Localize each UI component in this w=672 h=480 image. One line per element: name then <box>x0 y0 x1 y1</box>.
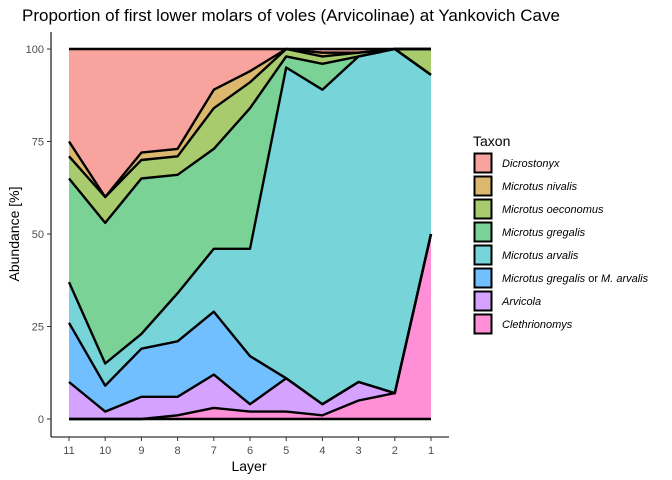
legend-item-microtus-gregalis: Microtus gregalis <box>473 221 586 243</box>
legend-swatch <box>473 221 493 243</box>
legend-item-dicrostonyx: Dicrostonyx <box>473 152 560 174</box>
y-tick-label: 100 <box>26 44 44 56</box>
legend-swatch <box>473 313 493 335</box>
y-tick-label: 25 <box>32 322 44 334</box>
legend-label: Microtus gregalis <box>502 227 586 239</box>
chart-title: Proportion of first lower molars of vole… <box>22 6 560 25</box>
legend-label: Microtus arvalis <box>502 250 579 262</box>
x-tick-label: 8 <box>175 445 181 457</box>
x-tick-label: 10 <box>99 445 111 457</box>
legend: Taxon Dicrostonyx Microtus nivalis Microtu… <box>473 133 649 335</box>
legend-swatch <box>473 198 493 220</box>
legend-swatch <box>473 267 493 289</box>
axes: 0 25 50 75 100 11 10 9 8 7 6 5 4 3 2 1 <box>26 32 449 457</box>
legend-item-clethrionomys: Clethrionomys <box>473 313 573 335</box>
legend-title: Taxon <box>473 133 510 149</box>
x-tick-label: 7 <box>211 445 217 457</box>
legend-label: Clethrionomys <box>502 319 573 331</box>
legend-swatch <box>473 175 493 197</box>
legend-swatch <box>473 290 493 312</box>
legend-item-microtus-nivalis: Microtus nivalis <box>473 175 578 197</box>
x-tick-label: 5 <box>283 445 289 457</box>
y-tick-label: 0 <box>38 414 44 426</box>
legend-label: Dicrostonyx <box>502 158 560 170</box>
plot-lines <box>67 47 433 421</box>
area-microtus-gregalis <box>69 49 431 364</box>
y-axis-title: Abundance [%] <box>6 187 22 282</box>
x-tick-label: 2 <box>392 445 398 457</box>
legend-label: Microtus oeconomus <box>502 204 604 216</box>
x-axis-title: Layer <box>231 458 266 474</box>
line-clethrionomys <box>69 233 433 421</box>
legend-label: Arvicola <box>501 296 541 308</box>
line-microtus-gregalis <box>68 47 432 225</box>
legend-item-microtus-oeconomus: Microtus oeconomus <box>473 198 604 220</box>
legend-item-microtus-gregalis-or-m-arvalis: Microtus gregalis or M. arvalis <box>473 267 649 289</box>
x-tick-label: 1 <box>428 445 434 457</box>
area-microtus-arvalis <box>69 49 431 405</box>
legend-label: Microtus gregalis or M. arvalis <box>502 273 649 285</box>
legend-swatch <box>473 244 493 266</box>
area-microtus-nivalis <box>69 49 431 197</box>
x-tick-label: 9 <box>138 445 144 457</box>
x-tick-label: 4 <box>319 445 325 457</box>
area-microtus-gregalis-or-m-arvalis <box>69 234 431 412</box>
x-tick-label: 11 <box>63 445 74 457</box>
legend-item-arvicola: Arvicola <box>473 290 541 312</box>
legend-item-microtus-arvalis: Microtus arvalis <box>473 244 579 266</box>
area-dicrostonyx <box>69 49 431 197</box>
legend-label: Microtus nivalis <box>502 181 578 193</box>
line-microtus-gregalis-or-m-arvalis <box>67 233 433 406</box>
line-microtus-nivalis <box>67 47 431 199</box>
y-tick-label: 50 <box>32 229 44 241</box>
x-tick-label: 3 <box>356 445 362 457</box>
area-clethrionomys <box>69 234 431 419</box>
y-tick-label: 75 <box>32 137 44 149</box>
plot-areas <box>69 49 431 419</box>
area-microtus-oeconomus <box>69 49 431 223</box>
x-tick-label: 6 <box>247 445 253 457</box>
legend-swatch <box>473 152 493 174</box>
